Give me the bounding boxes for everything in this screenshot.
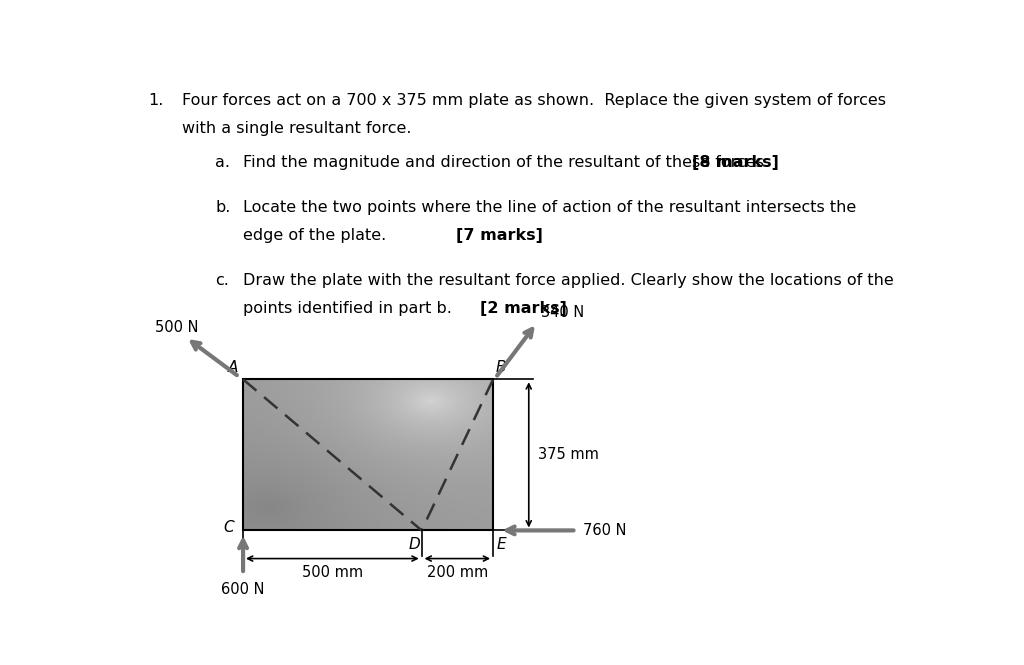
- Text: b.: b.: [215, 200, 230, 215]
- Text: 375 mm: 375 mm: [539, 448, 599, 462]
- Text: points identified in part b.: points identified in part b.: [243, 301, 493, 316]
- Text: Four forces act on a 700 x 375 mm plate as shown.  Replace the given system of f: Four forces act on a 700 x 375 mm plate …: [182, 92, 886, 108]
- Text: [7 marks]: [7 marks]: [456, 228, 543, 243]
- Text: Draw the plate with the resultant force applied. Clearly show the locations of t: Draw the plate with the resultant force …: [243, 273, 894, 288]
- Text: with a single resultant force.: with a single resultant force.: [182, 121, 412, 136]
- Text: 500 mm: 500 mm: [302, 565, 362, 580]
- Text: B: B: [496, 360, 506, 375]
- Text: 760 N: 760 N: [583, 523, 627, 538]
- Text: [8 marks]: [8 marks]: [692, 154, 779, 170]
- Text: D: D: [409, 537, 420, 551]
- Text: 600 N: 600 N: [221, 582, 265, 597]
- Text: 1.: 1.: [147, 92, 163, 108]
- Text: [2 marks]: [2 marks]: [479, 301, 566, 316]
- Text: E: E: [497, 537, 506, 551]
- Text: edge of the plate.: edge of the plate.: [243, 228, 427, 243]
- Text: C: C: [223, 520, 233, 535]
- Text: a.: a.: [215, 154, 230, 170]
- Text: 340 N: 340 N: [541, 305, 584, 321]
- Text: Find the magnitude and direction of the resultant of these forces.: Find the magnitude and direction of the …: [243, 154, 779, 170]
- Text: Locate the two points where the line of action of the resultant intersects the: Locate the two points where the line of …: [243, 200, 856, 215]
- Text: 500 N: 500 N: [155, 320, 199, 334]
- Text: A: A: [228, 360, 239, 375]
- Text: 200 mm: 200 mm: [427, 565, 488, 580]
- Text: c.: c.: [215, 273, 229, 288]
